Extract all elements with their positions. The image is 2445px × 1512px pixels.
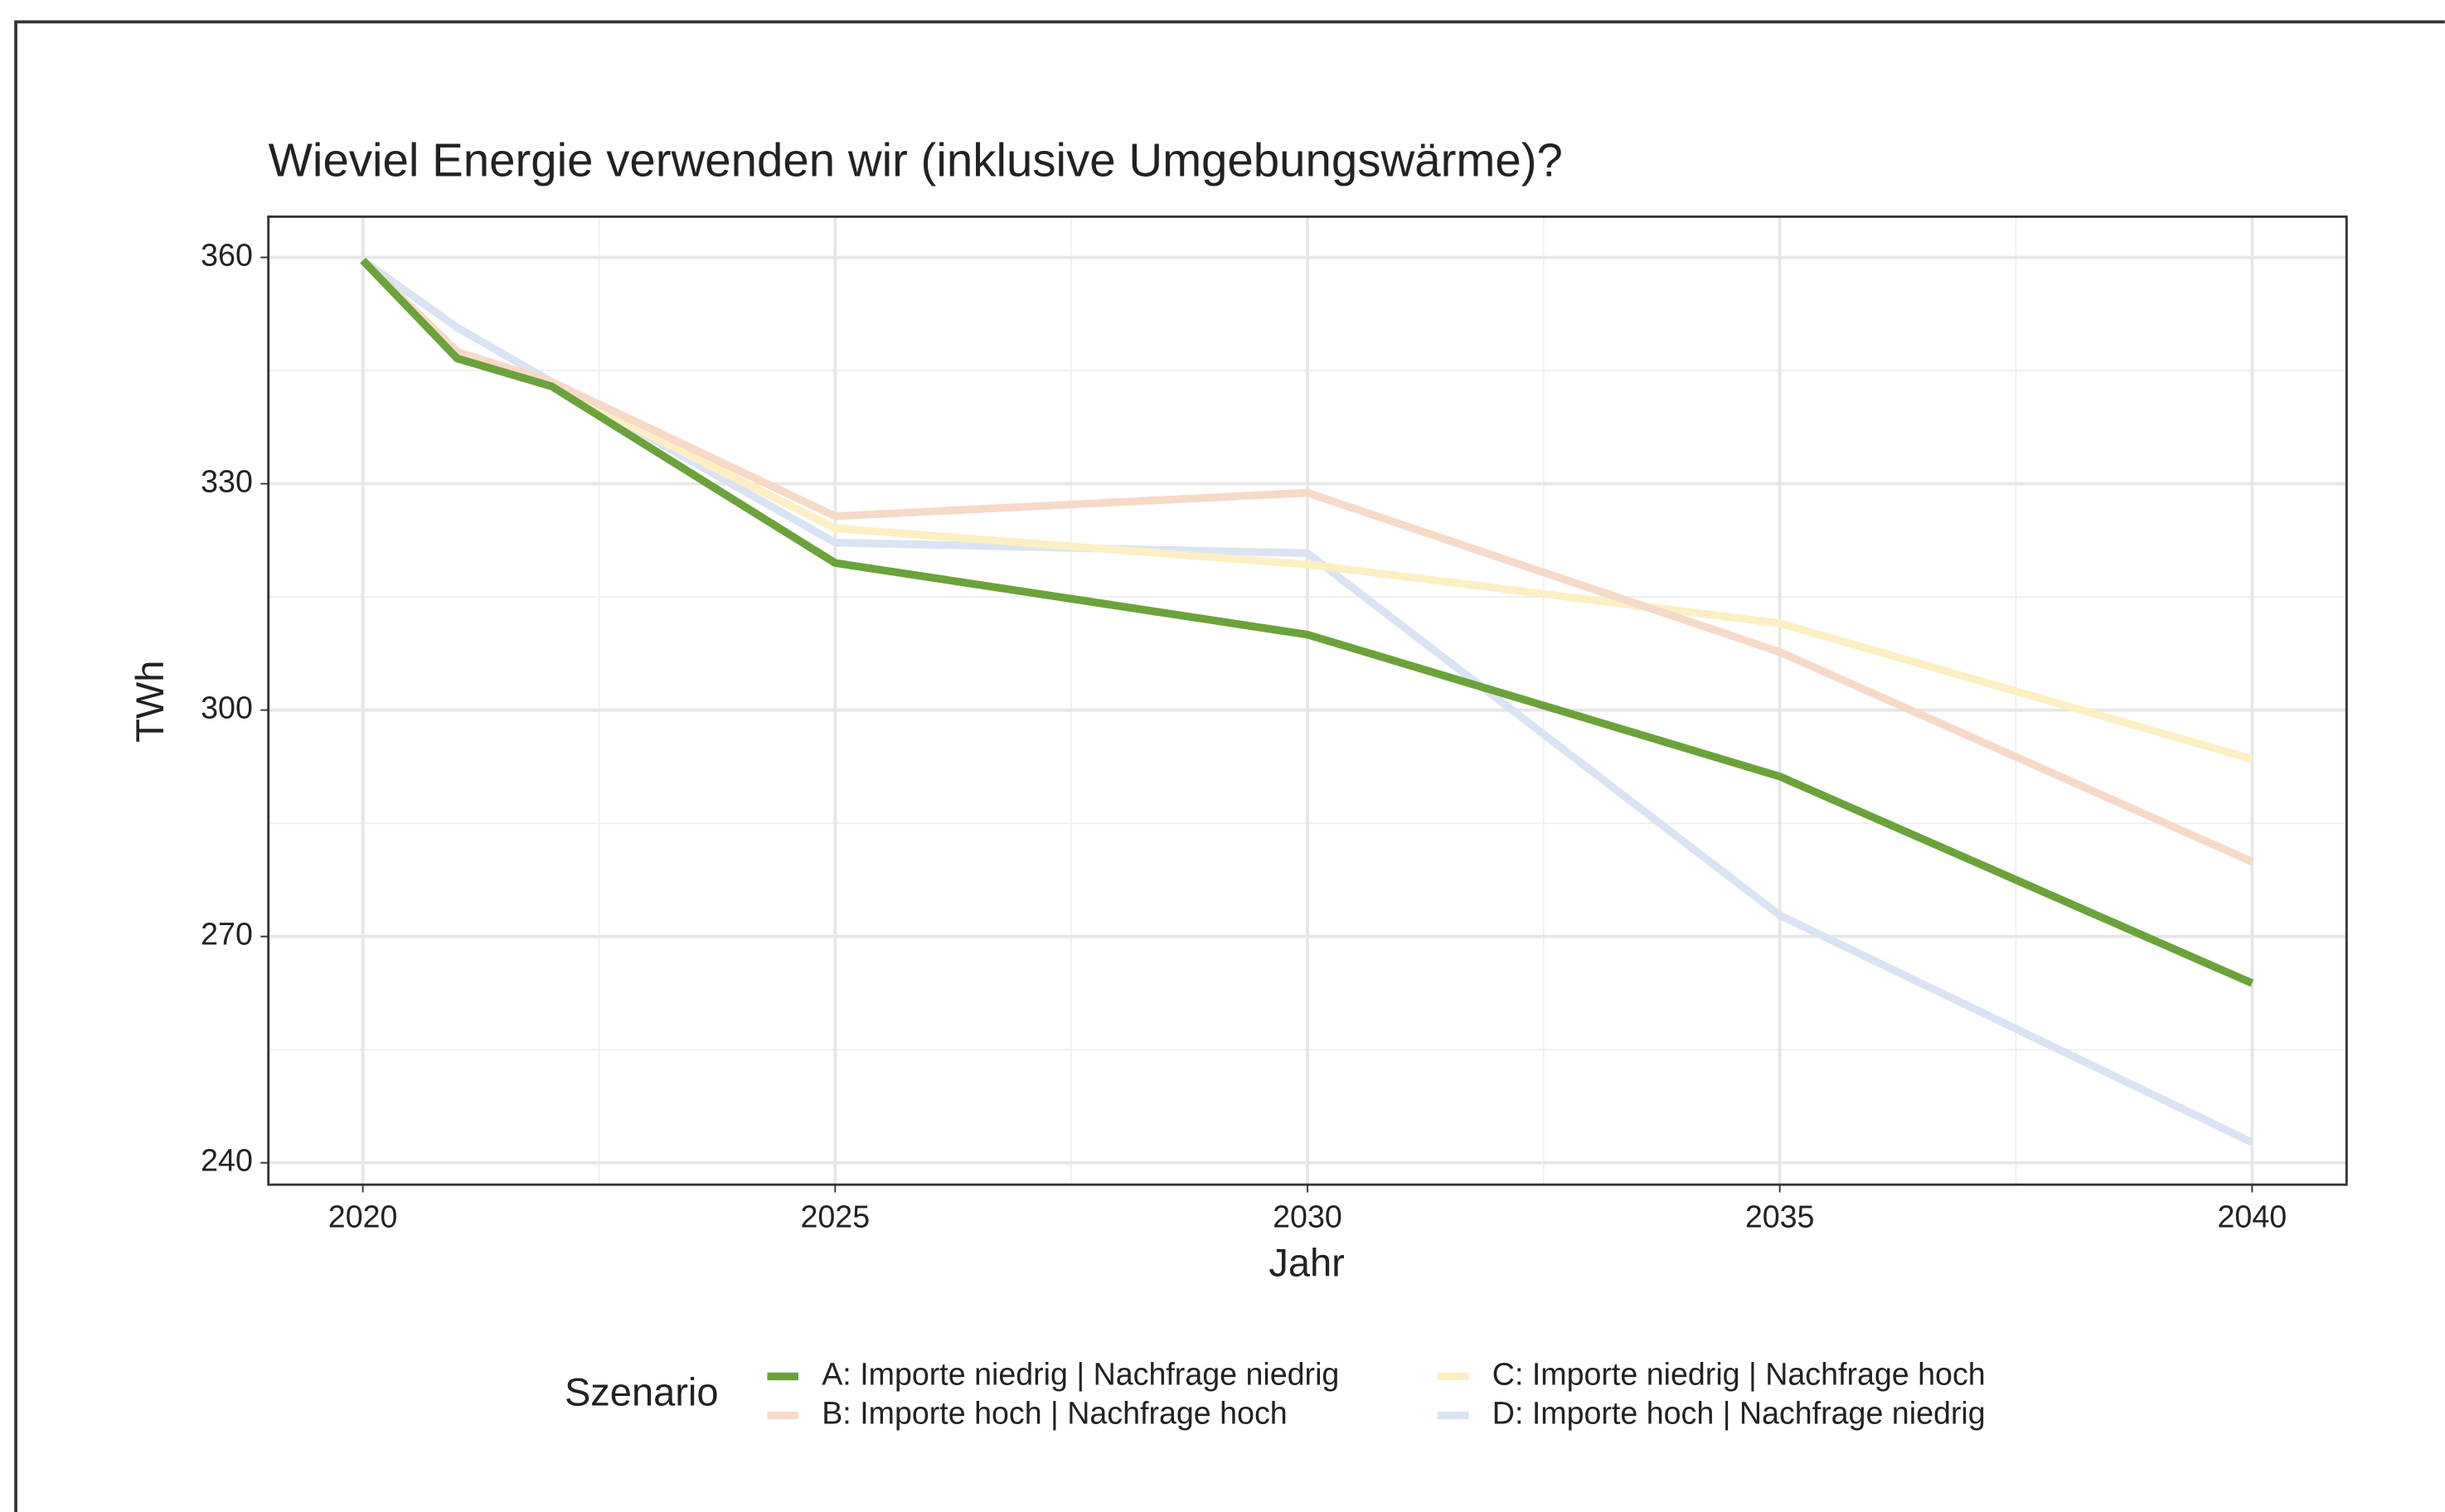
legend-label: D: Importe hoch | Nachfrage niedrig xyxy=(1492,1395,1986,1430)
y-tick-label: 240 xyxy=(201,1143,253,1178)
x-tick-label: 2020 xyxy=(328,1199,398,1233)
series-line xyxy=(360,257,2254,865)
legend-label: C: Importe niedrig | Nachfrage hoch xyxy=(1492,1356,1986,1391)
x-tick-label: 2040 xyxy=(2218,1199,2287,1233)
legend-label: B: Importe hoch | Nachfrage hoch xyxy=(822,1395,1287,1430)
series-line xyxy=(360,257,2254,1146)
y-tick-label: 360 xyxy=(201,237,253,272)
y-tick-label: 270 xyxy=(201,917,253,952)
y-tick-label: 330 xyxy=(201,464,253,499)
chart-title: Wieviel Energie verwenden wir (inklusive… xyxy=(269,133,1563,186)
frame xyxy=(14,20,2445,1512)
plot-border xyxy=(267,215,2348,1186)
series-line xyxy=(360,257,2254,987)
y-axis-title: TWh xyxy=(128,661,172,743)
x-tick-label: 2025 xyxy=(800,1199,870,1233)
x-tick-label: 2030 xyxy=(1273,1199,1342,1233)
y-tick-label: 300 xyxy=(201,691,253,725)
x-tick-label: 2035 xyxy=(1745,1199,1815,1233)
legend-title: Szenario xyxy=(565,1369,718,1413)
legend-label: A: Importe niedrig | Nachfrage niedrig xyxy=(822,1356,1339,1391)
x-axis-title: Jahr xyxy=(1269,1240,1344,1284)
